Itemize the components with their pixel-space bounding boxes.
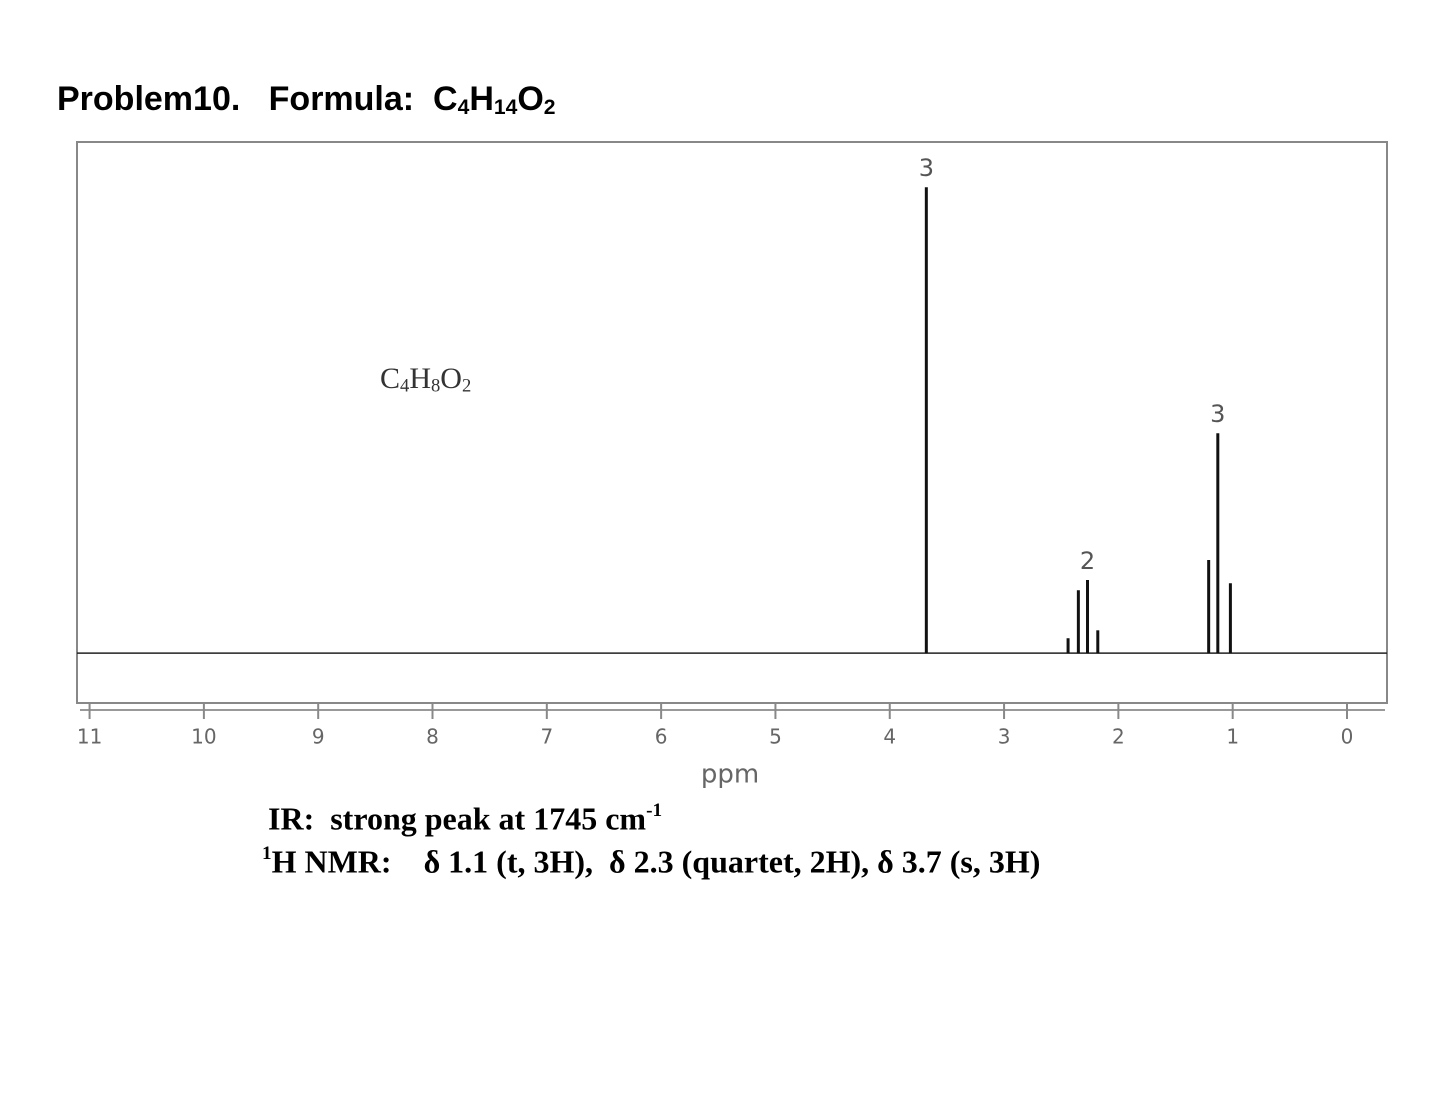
subscript: 14: [493, 96, 518, 120]
subscript: 2: [543, 96, 556, 120]
nmr-text: δ 1.1 (t, 3H), δ 2.3 (quartet, 2H), δ 3.…: [423, 843, 1041, 880]
x-axis-label: ppm: [701, 760, 759, 790]
formula-label: Formula:: [268, 80, 415, 118]
element: O: [517, 80, 544, 118]
x-tick-label: 0: [1341, 725, 1354, 749]
formula: C4H14O2: [433, 80, 556, 120]
subscript: 4: [400, 375, 410, 397]
problem-title: Problem10.: [57, 80, 241, 118]
element: H: [469, 80, 494, 118]
x-tick-label: 9: [312, 725, 325, 749]
x-tick-label: 10: [191, 725, 216, 749]
nmr-label: H NMR:: [271, 843, 392, 880]
x-tick-label: 2: [1112, 725, 1125, 749]
integration-label: 3: [919, 154, 934, 182]
x-tick-label: 4: [883, 725, 896, 749]
ir-line: IR: strong peak at 1745 cm-1: [268, 800, 662, 837]
x-tick-label: 11: [77, 725, 102, 749]
header: Problem10. Formula: C4H14O2: [57, 80, 556, 120]
element: H: [409, 362, 431, 395]
x-tick-label: 7: [540, 725, 553, 749]
x-tick-label: 6: [655, 725, 668, 749]
x-tick-label: 5: [769, 725, 782, 749]
nmr-sup: 1: [262, 843, 272, 864]
subscript: 8: [430, 375, 441, 397]
nmr-line: 1H NMR: δ 1.1 (t, 3H), δ 2.3 (quartet, 2…: [262, 843, 1040, 880]
element: O: [440, 362, 462, 395]
element: C: [380, 362, 401, 395]
annotation: C4H8O2: [380, 362, 471, 398]
element: C: [433, 80, 458, 118]
x-tick-label: 3: [998, 725, 1011, 749]
subscript: 2: [461, 375, 472, 397]
x-tick-label: 8: [426, 725, 439, 749]
plot-frame: [76, 141, 1388, 704]
ir-text: IR: strong peak at 1745 cm: [268, 800, 647, 837]
ir-sup: -1: [646, 800, 663, 821]
integration-label: 2: [1080, 547, 1095, 575]
subscript: 4: [457, 96, 470, 120]
integration-label: 3: [1210, 400, 1225, 428]
x-tick-label: 1: [1226, 725, 1239, 749]
